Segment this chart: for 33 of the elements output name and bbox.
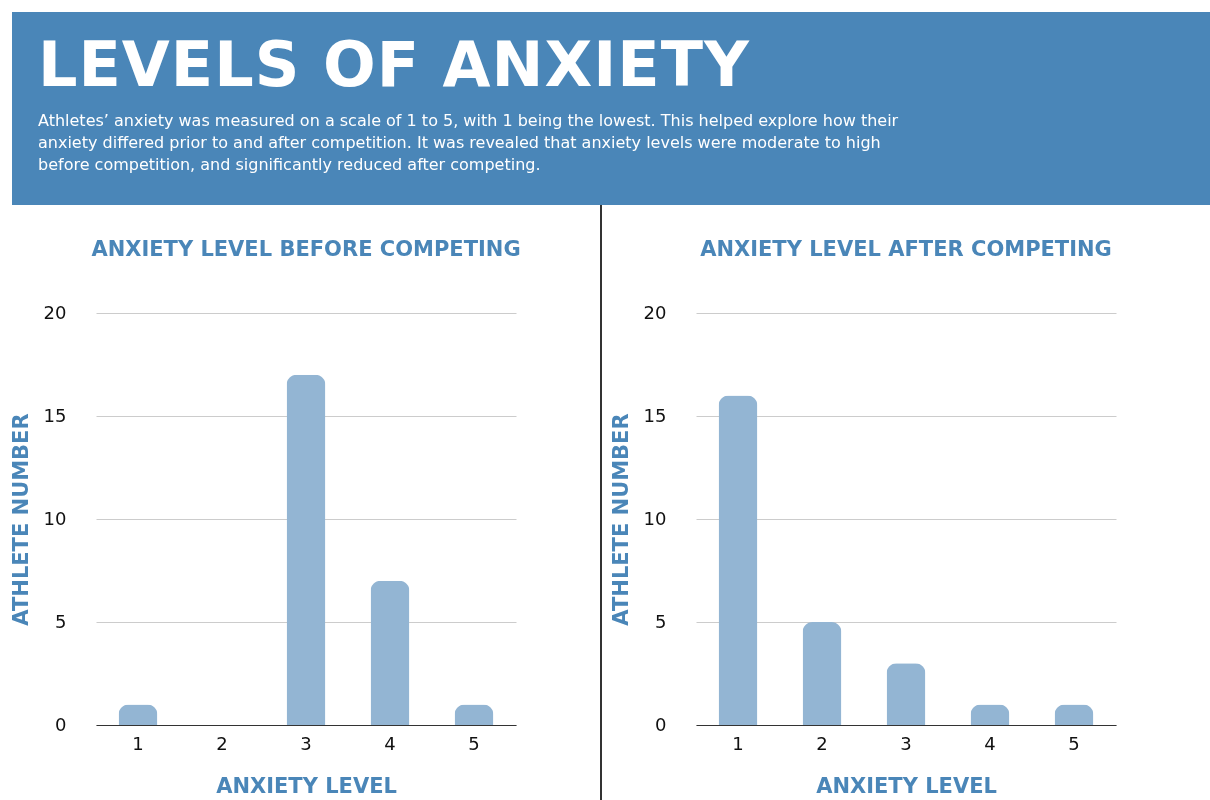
bar xyxy=(802,622,842,725)
x-tick-label: 4 xyxy=(384,732,396,754)
x-tick-label: 5 xyxy=(468,732,480,754)
x-axis-title: ANXIETY LEVEL xyxy=(216,773,397,798)
chart-title: ANXIETY LEVEL BEFORE COMPETING xyxy=(91,237,521,261)
x-tick-label: 5 xyxy=(1068,732,1080,754)
bar xyxy=(286,374,326,725)
y-tick-label: 5 xyxy=(655,610,667,632)
y-tick-label: 0 xyxy=(655,713,667,735)
x-tick-label: 3 xyxy=(900,732,912,754)
x-tick-label: 1 xyxy=(732,732,744,754)
y-axis-title: ATHLETE NUMBER xyxy=(608,413,633,626)
x-tick-label: 3 xyxy=(300,732,312,754)
y-tick-label: 20 xyxy=(643,301,667,323)
text: Athletes’ anxiety was measured on a scale of 1 to 5, with 1 being the lowest. This helped explore how their anxiety differed prior to and after competition. It was revealed that anxiety levels were moderate to high before competition, and significantly reduced after competing. xyxy=(38,110,900,176)
y-tick-label: 5 xyxy=(55,610,67,632)
x-axis-title: ANXIETY LEVEL xyxy=(816,773,997,798)
y-tick-label: 10 xyxy=(643,507,667,529)
y-tick-label: 10 xyxy=(43,507,67,529)
x-tick-label: 4 xyxy=(984,732,996,754)
x-tick-label: 2 xyxy=(216,732,228,754)
x-tick-label: 2 xyxy=(816,732,828,754)
bar xyxy=(886,663,926,725)
bar xyxy=(718,395,758,725)
text: LEVELS OF ANXIETY xyxy=(38,27,751,103)
x-tick-label: 1 xyxy=(132,732,144,754)
y-tick-label: 20 xyxy=(43,301,67,323)
y-axis-title: ATHLETE NUMBER xyxy=(8,413,33,626)
y-tick-label: 15 xyxy=(643,404,667,426)
y-tick-label: 15 xyxy=(43,404,67,426)
chart-title: ANXIETY LEVEL AFTER COMPETING xyxy=(700,237,1112,261)
y-tick-label: 0 xyxy=(55,713,67,735)
bar xyxy=(370,580,410,725)
